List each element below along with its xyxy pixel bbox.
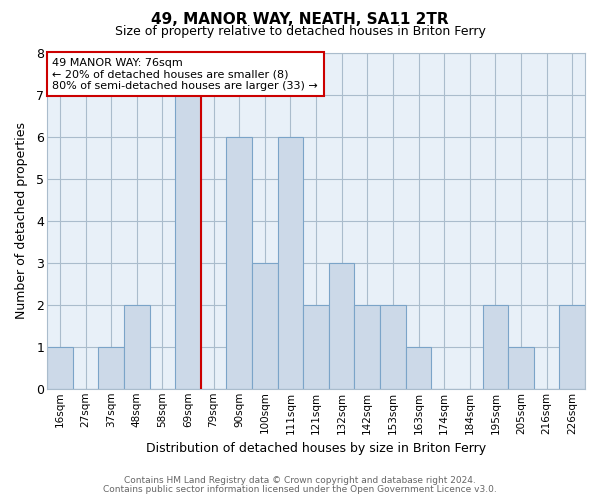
Bar — [329, 262, 355, 389]
Bar — [406, 346, 431, 389]
Bar — [124, 304, 149, 389]
Bar — [482, 304, 508, 389]
Bar — [252, 262, 278, 389]
Bar — [303, 304, 329, 389]
Text: 49, MANOR WAY, NEATH, SA11 2TR: 49, MANOR WAY, NEATH, SA11 2TR — [151, 12, 449, 28]
Text: Size of property relative to detached houses in Briton Ferry: Size of property relative to detached ho… — [115, 25, 485, 38]
Bar — [278, 136, 303, 389]
Text: 49 MANOR WAY: 76sqm
← 20% of detached houses are smaller (8)
80% of semi-detache: 49 MANOR WAY: 76sqm ← 20% of detached ho… — [52, 58, 318, 90]
Y-axis label: Number of detached properties: Number of detached properties — [15, 122, 28, 319]
X-axis label: Distribution of detached houses by size in Briton Ferry: Distribution of detached houses by size … — [146, 442, 486, 455]
Bar — [98, 346, 124, 389]
Bar — [226, 136, 252, 389]
Text: Contains HM Land Registry data © Crown copyright and database right 2024.: Contains HM Land Registry data © Crown c… — [124, 476, 476, 485]
Bar — [355, 304, 380, 389]
Bar — [559, 304, 585, 389]
Text: Contains public sector information licensed under the Open Government Licence v3: Contains public sector information licen… — [103, 485, 497, 494]
Bar — [508, 346, 534, 389]
Bar — [47, 346, 73, 389]
Bar — [175, 94, 201, 389]
Bar — [380, 304, 406, 389]
